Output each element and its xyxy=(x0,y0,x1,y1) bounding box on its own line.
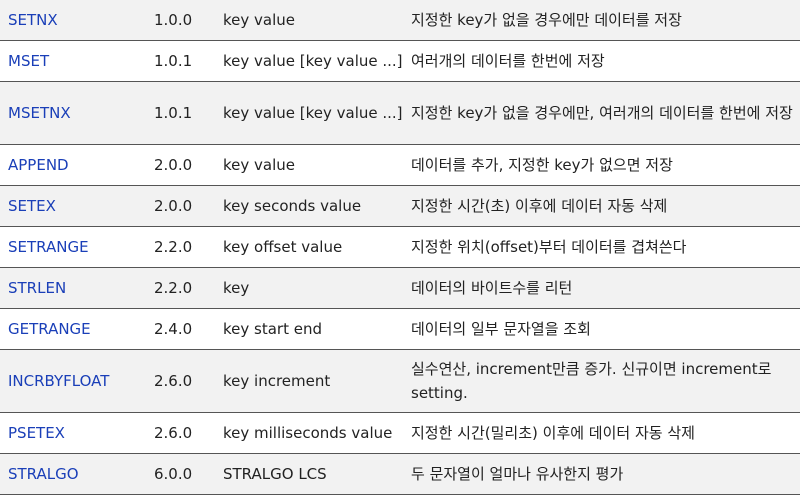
table-row: APPEND 2.0.0 key value 데이터를 추가, 지정한 key가… xyxy=(0,144,800,186)
command-cell: SETNX xyxy=(0,0,146,41)
table-row: MSET 1.0.1 key value [key value ...] 여러개… xyxy=(0,40,800,82)
table-row: SETRANGE 2.2.0 key offset value 지정한 위치(o… xyxy=(0,226,800,268)
command-link[interactable]: STRLEN xyxy=(8,279,67,297)
command-cell: SETEX xyxy=(0,185,146,227)
command-cell: STRLEN xyxy=(0,267,146,309)
version-cell: 2.0.0 xyxy=(146,185,215,227)
command-link[interactable]: SETNX xyxy=(8,11,58,29)
version-cell: 2.2.0 xyxy=(146,267,215,309)
table-row: STRLEN 2.2.0 key 데이터의 바이트수를 리턴 xyxy=(0,267,800,309)
args-cell: key value [key value ...] xyxy=(215,40,403,82)
command-cell: GETRANGE xyxy=(0,308,146,350)
args-cell: STRALGO LCS xyxy=(215,453,403,495)
description-cell: 지정한 위치(offset)부터 데이터를 겹쳐쓴다 xyxy=(403,226,800,268)
command-cell: APPEND xyxy=(0,144,146,186)
version-cell: 2.6.0 xyxy=(146,349,215,413)
description-cell: 데이터의 일부 문자열을 조회 xyxy=(403,308,800,350)
table-row: STRALGO 6.0.0 STRALGO LCS 두 문자열이 얼마나 유사한… xyxy=(0,453,800,495)
command-link[interactable]: SETEX xyxy=(8,197,56,215)
args-cell: key value xyxy=(215,0,403,41)
command-cell: MSETNX xyxy=(0,81,146,145)
command-link[interactable]: SETRANGE xyxy=(8,238,89,256)
command-cell: STRALGO xyxy=(0,453,146,495)
description-cell: 지정한 시간(초) 이후에 데이터 자동 삭제 xyxy=(403,185,800,227)
table-row: GETRANGE 2.4.0 key start end 데이터의 일부 문자열… xyxy=(0,308,800,350)
table-row: SETNX 1.0.0 key value 지정한 key가 없을 경우에만 데… xyxy=(0,0,800,41)
args-cell: key increment xyxy=(215,349,403,413)
table-row: SETEX 2.0.0 key seconds value 지정한 시간(초) … xyxy=(0,185,800,227)
version-cell: 2.6.0 xyxy=(146,412,215,454)
version-cell: 2.0.0 xyxy=(146,144,215,186)
command-link[interactable]: STRALGO xyxy=(8,465,79,483)
command-link[interactable]: PSETEX xyxy=(8,424,65,442)
version-cell: 6.0.0 xyxy=(146,453,215,495)
args-cell: key offset value xyxy=(215,226,403,268)
command-cell: PSETEX xyxy=(0,412,146,454)
command-link[interactable]: MSETNX xyxy=(8,104,71,122)
description-cell: 지정한 key가 없을 경우에만, 여러개의 데이터를 한번에 저장 xyxy=(403,81,800,145)
description-cell: 지정한 시간(밀리초) 이후에 데이터 자동 삭제 xyxy=(403,412,800,454)
description-cell: 지정한 key가 없을 경우에만 데이터를 저장 xyxy=(403,0,800,41)
command-link[interactable]: APPEND xyxy=(8,156,69,174)
command-cell: INCRBYFLOAT xyxy=(0,349,146,413)
command-cell: MSET xyxy=(0,40,146,82)
version-cell: 1.0.0 xyxy=(146,0,215,41)
command-link[interactable]: MSET xyxy=(8,52,50,70)
table-row: PSETEX 2.6.0 key milliseconds value 지정한 … xyxy=(0,412,800,454)
command-cell: SETRANGE xyxy=(0,226,146,268)
description-cell: 데이터의 바이트수를 리턴 xyxy=(403,267,800,309)
version-cell: 1.0.1 xyxy=(146,40,215,82)
description-cell: 두 문자열이 얼마나 유사한지 평가 xyxy=(403,453,800,495)
args-cell: key value xyxy=(215,144,403,186)
table-row: INCRBYFLOAT 2.6.0 key increment 실수연산, in… xyxy=(0,349,800,413)
command-link[interactable]: GETRANGE xyxy=(8,320,91,338)
args-cell: key milliseconds value xyxy=(215,412,403,454)
description-cell: 데이터를 추가, 지정한 key가 없으면 저장 xyxy=(403,144,800,186)
args-cell: key start end xyxy=(215,308,403,350)
version-cell: 2.2.0 xyxy=(146,226,215,268)
args-cell: key xyxy=(215,267,403,309)
description-cell: 여러개의 데이터를 한번에 저장 xyxy=(403,40,800,82)
command-link[interactable]: INCRBYFLOAT xyxy=(8,372,110,390)
args-cell: key value [key value ...] xyxy=(215,81,403,145)
args-cell: key seconds value xyxy=(215,185,403,227)
version-cell: 1.0.1 xyxy=(146,81,215,145)
version-cell: 2.4.0 xyxy=(146,308,215,350)
table-row: MSETNX 1.0.1 key value [key value ...] 지… xyxy=(0,81,800,145)
description-cell: 실수연산, increment만큼 증가. 신규이면 increment로 se… xyxy=(403,349,800,413)
